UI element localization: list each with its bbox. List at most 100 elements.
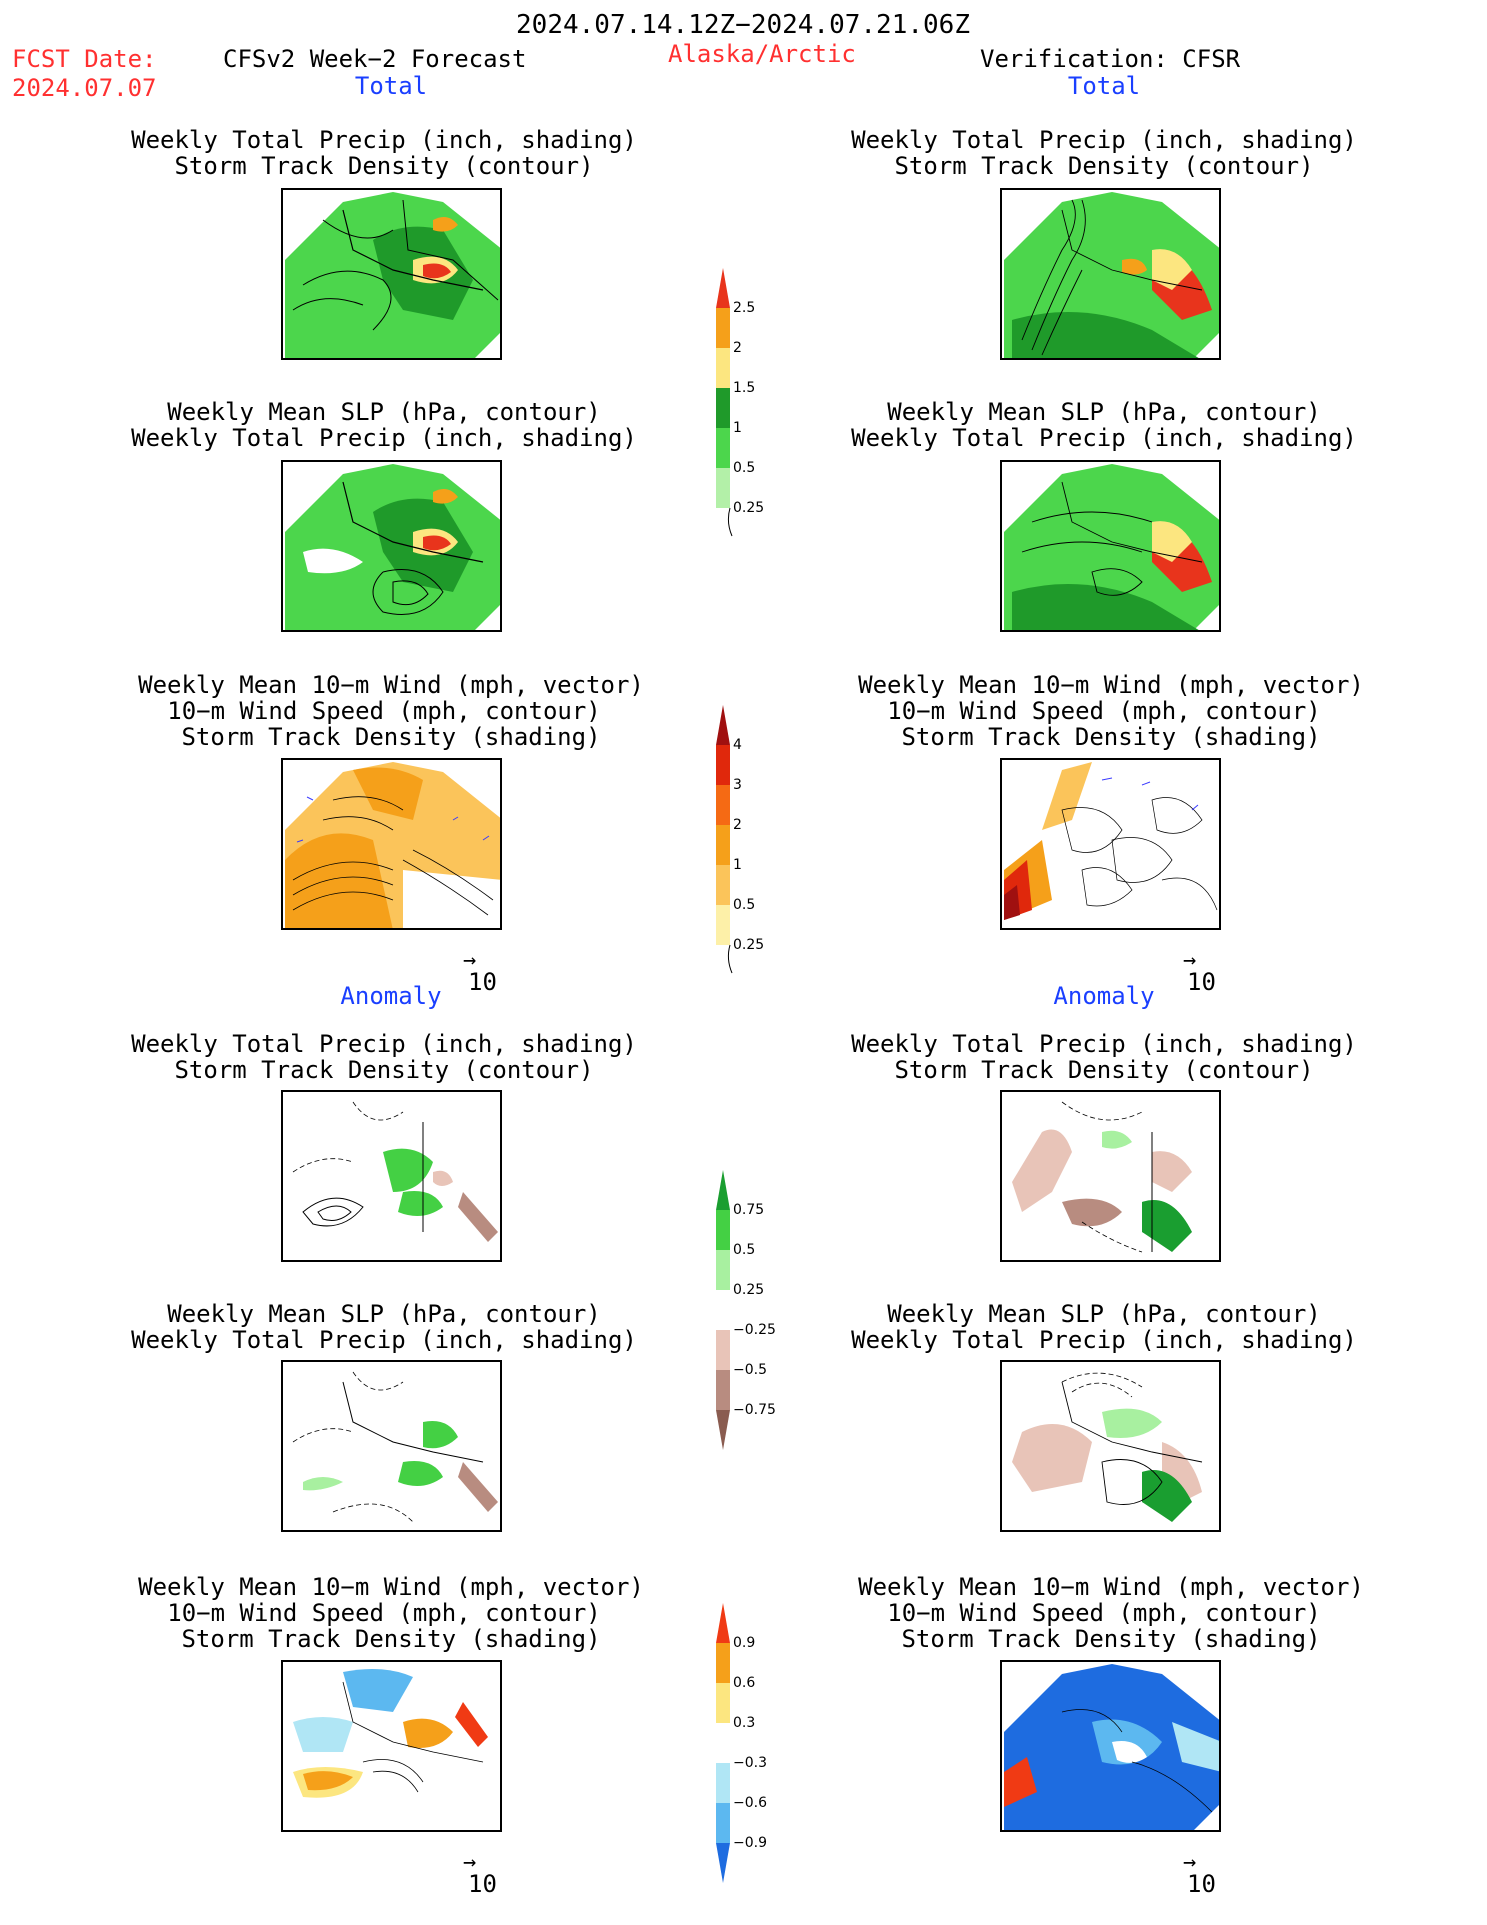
panel-title-line: Weekly Mean 10−m Wind (mph, vector) [858,671,1364,699]
panel-title-line: Storm Track Density (shading) [181,723,601,751]
fcst-date-label: FCST Date: [12,45,157,73]
vector-key-label: 10 [1187,968,1216,996]
panel-title-line: Weekly Mean SLP (hPa, contour) [167,398,601,426]
panel-title-line: Weekly Mean SLP (hPa, contour) [167,1300,601,1328]
map-panel-wind-storm-verification [1000,758,1221,930]
colorbar-label: −0.6 [733,1795,767,1811]
colorbar-swatch [716,705,730,745]
colorbar-swatch [716,1410,730,1450]
vector-key-label: 10 [1187,1870,1216,1898]
panel-title-line: 10−m Wind Speed (mph, contour) [887,697,1321,725]
colorbar-swatch [716,1250,730,1290]
colorbar-label: 3 [733,777,742,793]
fcst-date: 2024.07.07 [12,74,157,102]
date-range: 2024.07.14.12Z−2024.07.21.06Z [516,10,970,40]
colorbar-swatch [716,1603,730,1643]
vector-key-arrow-icon: → [1183,948,1197,973]
colorbar-label: 1 [733,857,742,873]
panel-title-line: Weekly Mean 10−m Wind (mph, vector) [858,1573,1364,1601]
colorbar-label: 2 [733,817,742,833]
colorbar-label: 1 [733,420,742,436]
region-label: Alaska/Arctic [668,40,856,68]
panel-title-line: Weekly Total Precip (inch, shading) [851,126,1357,154]
panel-title-line: Weekly Mean 10−m Wind (mph, vector) [138,1573,644,1601]
map-panel-anom-wind-storm-verification [1000,1660,1221,1832]
colorbar-swatch [716,308,730,348]
panel-title-line: Storm Track Density (contour) [894,152,1314,180]
map-panel-total-precip-storm-forecast [281,188,502,360]
colorbar-graphic [716,268,733,537]
panel-title-line: Storm Track Density (shading) [901,723,1321,751]
colorbar-swatch [716,1170,730,1210]
colorbar-graphic [716,1603,730,1883]
colorbar-label: 0.5 [733,1242,756,1258]
panel-title-line: Weekly Total Precip (inch, shading) [851,1030,1357,1058]
colorbar-swatch [716,468,730,508]
colorbar-swatch [716,1210,730,1250]
colorbar-label: 0.25 [733,1282,765,1298]
colorbar-label: 0.5 [733,460,756,476]
panel-title-line: Storm Track Density (shading) [181,1625,601,1653]
colorbar-label: 2 [733,340,742,356]
panel-title-line: Weekly Mean 10−m Wind (mph, vector) [138,671,644,699]
section-anomaly-right: Anomaly [1053,982,1155,1010]
colorbar-label: 4 [733,737,742,753]
colorbar-label: −0.75 [733,1402,776,1418]
panel-title-line: Weekly Total Precip (inch, shading) [131,126,637,154]
panel-title-line: Weekly Total Precip (inch, shading) [851,1326,1357,1354]
colorbar-swatch [716,905,730,945]
panel-title-line: Storm Track Density (shading) [901,1625,1321,1653]
colorbar-label: −0.25 [733,1322,776,1338]
colorbar-swatch [716,825,730,865]
map-panel-anom-precip-storm-verification [1000,1090,1221,1262]
section-total-left: Total [354,72,428,100]
map-panel-anom-slp-precip-verification [1000,1360,1221,1532]
colorbar-label: 0.6 [733,1675,756,1691]
colorbar-label: 0.25 [733,937,765,953]
vector-key-arrow-icon: → [463,1850,477,1875]
map-panel-slp-precip-verification [1000,460,1221,632]
colorbar-swatch [716,1290,730,1330]
colorbar-swatch [716,1803,730,1843]
panel-title-line: Weekly Mean SLP (hPa, contour) [887,1300,1321,1328]
colorbar-swatch [716,1643,730,1683]
colorbar-graphic [716,705,733,974]
panel-title-line: Weekly Total Precip (inch, shading) [131,424,637,452]
colorbar-label: 0.25 [733,500,765,516]
panel-title-line: Storm Track Density (contour) [174,152,594,180]
colorbar-label: 0.5 [733,897,756,913]
colorbar-tail [727,507,733,537]
model-title: CFSv2 Week−2 Forecast [223,45,527,73]
vector-key-label: 10 [468,968,497,996]
panel-title-line: Weekly Total Precip (inch, shading) [131,1030,637,1058]
colorbar-label: 0.75 [733,1202,765,1218]
map-panel-anom-slp-precip-forecast [281,1360,502,1532]
colorbar-graphic [716,1170,730,1450]
colorbar-swatch [716,1843,730,1883]
panel-title-line: Weekly Total Precip (inch, shading) [131,1326,637,1354]
colorbar-label: −0.5 [733,1362,767,1378]
map-panel-slp-precip-forecast [281,460,502,632]
colorbar-swatch [716,348,730,388]
verification-label: Verification: CFSR [980,45,1241,73]
panel-title-line: 10−m Wind Speed (mph, contour) [167,697,601,725]
colorbar-label: 1.5 [733,380,756,396]
colorbar-swatch [716,1370,730,1410]
colorbar-swatch [716,1723,730,1763]
map-panel-anom-precip-storm-forecast [281,1090,502,1262]
section-total-right: Total [1067,72,1141,100]
colorbar-swatch [716,1683,730,1723]
vector-key-arrow-icon: → [463,948,477,973]
map-panel-wind-storm-forecast [281,758,502,930]
colorbar-swatch [716,865,730,905]
panel-title-line: Weekly Total Precip (inch, shading) [851,424,1357,452]
map-panel-anom-wind-storm-forecast [281,1660,502,1832]
colorbar-swatch [716,785,730,825]
colorbar-label: 0.9 [733,1635,756,1651]
colorbar-swatch [716,1330,730,1370]
colorbar-label: 0.3 [733,1715,756,1731]
map-panel-total-precip-storm-verification [1000,188,1221,360]
section-anomaly-left: Anomaly [340,982,442,1010]
vector-key-label: 10 [468,1870,497,1898]
colorbar-swatch [716,1763,730,1803]
